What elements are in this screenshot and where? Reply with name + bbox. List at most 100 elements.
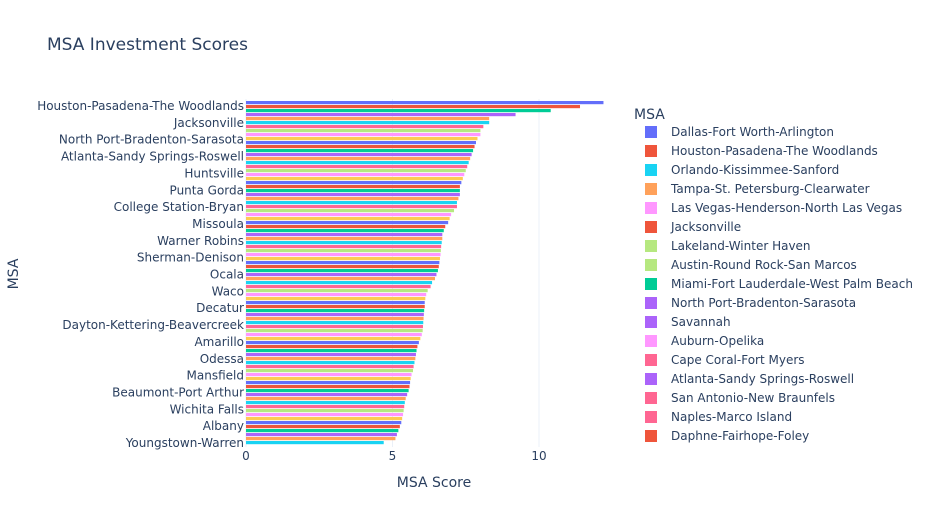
bar[interactable] xyxy=(246,257,440,261)
bar[interactable] xyxy=(246,341,419,345)
bar[interactable] xyxy=(246,137,478,141)
legend-item[interactable]: Lakeland-Winter Haven xyxy=(645,239,811,253)
bar[interactable] xyxy=(246,297,426,301)
bar[interactable] xyxy=(246,173,465,177)
bar[interactable] xyxy=(246,277,435,281)
bar[interactable] xyxy=(246,325,423,329)
bar[interactable] xyxy=(246,193,460,197)
bar[interactable] xyxy=(246,133,481,137)
bar[interactable] xyxy=(246,113,516,117)
bar[interactable] xyxy=(246,385,410,389)
legend-item[interactable]: Jacksonville xyxy=(645,220,741,234)
bar[interactable] xyxy=(246,109,551,113)
bar[interactable] xyxy=(246,441,384,445)
bar[interactable] xyxy=(246,329,423,333)
bar[interactable] xyxy=(246,429,399,433)
legend-item[interactable]: Orlando-Kissimmee-Sanford xyxy=(645,163,839,177)
bar[interactable] xyxy=(246,433,397,437)
bar[interactable] xyxy=(246,117,490,121)
bar[interactable] xyxy=(246,369,414,373)
bar[interactable] xyxy=(246,265,439,269)
bar[interactable] xyxy=(246,405,405,409)
bar[interactable] xyxy=(246,233,443,237)
bar[interactable] xyxy=(246,373,412,377)
bar[interactable] xyxy=(246,181,462,185)
bar[interactable] xyxy=(246,157,471,161)
bar[interactable] xyxy=(246,177,463,181)
bar[interactable] xyxy=(246,241,442,245)
legend-item[interactable]: Las Vegas-Henderson-North Las Vegas xyxy=(645,201,902,215)
bar[interactable] xyxy=(246,217,450,221)
bar[interactable] xyxy=(246,129,481,133)
bar[interactable] xyxy=(246,289,428,293)
bar[interactable] xyxy=(246,305,425,309)
legend-item[interactable]: Tampa-St. Petersburg-Clearwater xyxy=(645,182,870,196)
legend-item[interactable]: Atlanta-Sandy Springs-Roswell xyxy=(645,372,854,386)
bar[interactable] xyxy=(246,145,475,149)
bar[interactable] xyxy=(246,301,425,305)
bar[interactable] xyxy=(246,225,446,229)
bar[interactable] xyxy=(246,141,476,145)
bar[interactable] xyxy=(246,309,425,313)
bar[interactable] xyxy=(246,381,411,385)
legend-item[interactable]: Houston-Pasadena-The Woodlands xyxy=(645,144,878,158)
bar[interactable] xyxy=(246,197,459,201)
bar[interactable] xyxy=(246,153,472,157)
bar[interactable] xyxy=(246,125,484,129)
legend-item[interactable]: North Port-Bradenton-Sarasota xyxy=(645,296,856,310)
bar[interactable] xyxy=(246,201,457,205)
bar[interactable] xyxy=(246,365,414,369)
bar[interactable] xyxy=(246,389,409,393)
bar[interactable] xyxy=(246,285,431,289)
bar[interactable] xyxy=(246,165,468,169)
bar[interactable] xyxy=(246,409,404,413)
bar[interactable] xyxy=(246,273,437,277)
bar[interactable] xyxy=(246,321,424,325)
legend-item[interactable]: Cape Coral-Fort Myers xyxy=(645,353,805,367)
bar[interactable] xyxy=(246,105,581,109)
legend-item[interactable]: Miami-Fort Lauderdale-West Palm Beach xyxy=(645,277,913,291)
bar[interactable] xyxy=(246,269,438,273)
legend-item[interactable]: Austin-Round Rock-San Marcos xyxy=(645,258,857,272)
legend-item[interactable]: Savannah xyxy=(645,315,731,329)
legend-item[interactable]: Naples-Marco Island xyxy=(645,410,792,424)
legend-item[interactable]: Auburn-Opelika xyxy=(645,334,764,348)
bar[interactable] xyxy=(246,397,406,401)
legend[interactable]: Dallas-Fort Worth-Arlington Houston-Pasad… xyxy=(645,125,913,443)
bar[interactable] xyxy=(246,401,405,405)
bar[interactable] xyxy=(246,281,433,285)
bar[interactable] xyxy=(246,205,457,209)
bar[interactable] xyxy=(246,189,460,193)
bar[interactable] xyxy=(246,349,417,353)
bar[interactable] xyxy=(246,209,455,213)
bar[interactable] xyxy=(246,101,604,105)
bar[interactable] xyxy=(246,185,460,189)
legend-item[interactable]: Dallas-Fort Worth-Arlington xyxy=(645,125,834,139)
bar[interactable] xyxy=(246,229,444,233)
legend-item[interactable]: Daphne-Fairhope-Foley xyxy=(645,429,809,443)
bar[interactable] xyxy=(246,361,415,365)
bar[interactable] xyxy=(246,337,421,341)
bar[interactable] xyxy=(246,413,404,417)
bar[interactable] xyxy=(246,249,441,253)
bar[interactable] xyxy=(246,421,402,425)
bar[interactable] xyxy=(246,245,442,249)
bar[interactable] xyxy=(246,353,416,357)
bar[interactable] xyxy=(246,313,424,317)
bar[interactable] xyxy=(246,357,416,361)
bar[interactable] xyxy=(246,253,441,257)
bar[interactable] xyxy=(246,161,469,165)
bar[interactable] xyxy=(246,213,452,217)
bar[interactable] xyxy=(246,169,466,173)
bar[interactable] xyxy=(246,425,400,429)
bar[interactable] xyxy=(246,393,408,397)
bar[interactable] xyxy=(246,149,474,153)
bar[interactable] xyxy=(246,293,427,297)
bar[interactable] xyxy=(246,221,449,225)
bar[interactable] xyxy=(246,317,424,321)
bar[interactable] xyxy=(246,417,403,421)
bar[interactable] xyxy=(246,261,440,265)
bar[interactable] xyxy=(246,121,490,125)
bar[interactable] xyxy=(246,377,411,381)
bar[interactable] xyxy=(246,345,418,349)
